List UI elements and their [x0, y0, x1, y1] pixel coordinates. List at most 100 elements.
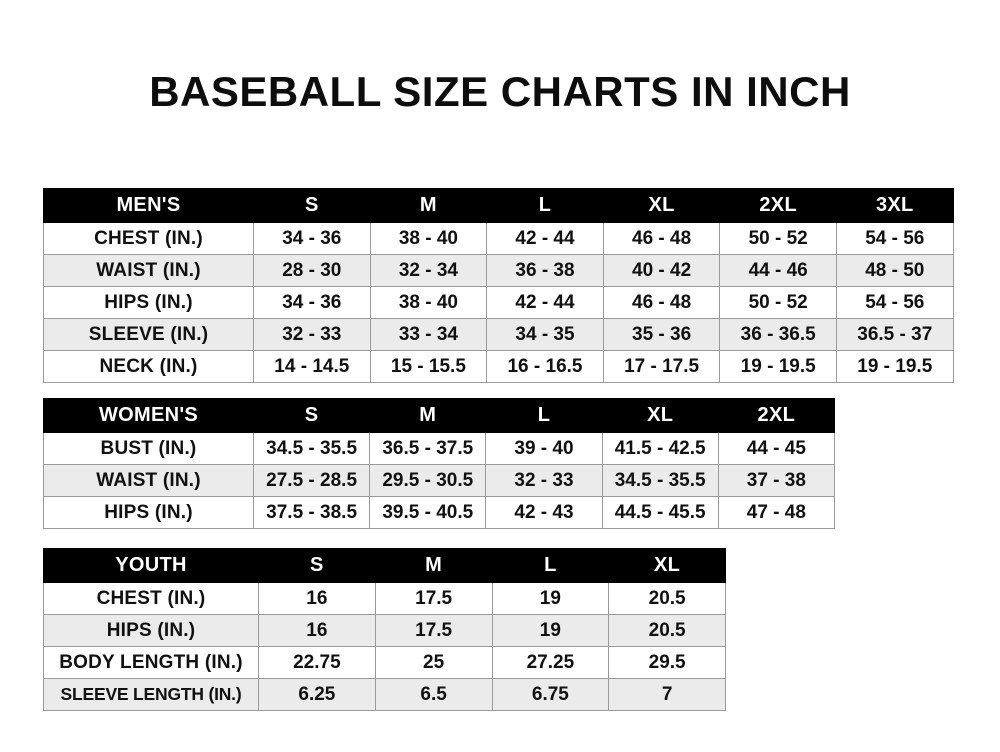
womens-header-xl: XL — [601, 398, 719, 433]
cell-value: 19 — [491, 614, 610, 647]
mens-size-table: MEN'S S M L XL 2XL 3XL CHEST (IN.) 34 - … — [43, 188, 954, 383]
cell-value: 34 - 36 — [253, 222, 371, 255]
row-label: HIPS (IN.) — [43, 496, 254, 529]
cell-value: 6.75 — [491, 678, 610, 711]
womens-header-m: M — [369, 398, 487, 433]
cell-value: 44 - 46 — [719, 254, 837, 287]
womens-header-s: S — [252, 398, 371, 433]
cell-value: 54 - 56 — [835, 286, 954, 319]
table-row: NECK (IN.) 14 - 14.5 15 - 15.5 16 - 16.5… — [43, 350, 954, 383]
cell-value: 17.5 — [374, 582, 493, 615]
cell-value: 44.5 - 45.5 — [601, 496, 719, 529]
cell-value: 19 - 19.5 — [719, 350, 837, 383]
mens-table-body: CHEST (IN.) 34 - 36 38 - 40 42 - 44 46 -… — [43, 222, 954, 383]
mens-header-m: M — [369, 188, 488, 223]
cell-value: 36.5 - 37 — [835, 318, 954, 351]
cell-value: 29.5 - 30.5 — [369, 464, 487, 497]
womens-size-table: WOMEN'S S M L XL 2XL BUST (IN.) 34.5 - 3… — [43, 398, 835, 529]
table-row: CHEST (IN.) 16 17.5 19 20.5 — [43, 582, 726, 615]
cell-value: 50 - 52 — [719, 222, 837, 255]
cell-value: 39 - 40 — [485, 432, 603, 465]
row-label: CHEST (IN.) — [43, 582, 259, 615]
cell-value: 27.5 - 28.5 — [252, 464, 371, 497]
cell-value: 32 - 34 — [369, 254, 488, 287]
cell-value: 25 — [374, 646, 493, 679]
youth-table-body: CHEST (IN.) 16 17.5 19 20.5 HIPS (IN.) 1… — [43, 582, 726, 711]
cell-value: 41.5 - 42.5 — [601, 432, 719, 465]
cell-value: 38 - 40 — [369, 222, 488, 255]
cell-value: 32 - 33 — [253, 318, 371, 351]
cell-value: 42 - 44 — [486, 222, 604, 255]
cell-value: 50 - 52 — [719, 286, 837, 319]
cell-value: 14 - 14.5 — [253, 350, 371, 383]
cell-value: 38 - 40 — [369, 286, 488, 319]
cell-value: 28 - 30 — [253, 254, 371, 287]
youth-header-m: M — [374, 548, 493, 583]
cell-value: 6.5 — [374, 678, 493, 711]
cell-value: 19 — [491, 582, 610, 615]
cell-value: 29.5 — [608, 646, 726, 679]
youth-header-l: L — [491, 548, 610, 583]
mens-header-3xl: 3XL — [835, 188, 954, 223]
cell-value: 6.25 — [258, 678, 376, 711]
womens-header-category: WOMEN'S — [43, 398, 254, 433]
cell-value: 42 - 43 — [485, 496, 603, 529]
table-row: WAIST (IN.) 27.5 - 28.5 29.5 - 30.5 32 -… — [43, 464, 835, 497]
row-label: WAIST (IN.) — [43, 464, 254, 497]
youth-header-row: YOUTH S M L XL — [43, 548, 726, 583]
cell-value: 42 - 44 — [486, 286, 604, 319]
cell-value: 34.5 - 35.5 — [252, 432, 371, 465]
table-row: WAIST (IN.) 28 - 30 32 - 34 36 - 38 40 -… — [43, 254, 954, 287]
row-label: BODY LENGTH (IN.) — [43, 646, 259, 679]
mens-header-s: S — [253, 188, 371, 223]
youth-table-head: YOUTH S M L XL — [43, 548, 726, 583]
cell-value: 7 — [608, 678, 726, 711]
row-label: WAIST (IN.) — [43, 254, 254, 287]
cell-value: 34.5 - 35.5 — [601, 464, 719, 497]
row-label: CHEST (IN.) — [43, 222, 254, 255]
cell-value: 33 - 34 — [369, 318, 488, 351]
youth-header-category: YOUTH — [43, 548, 259, 583]
cell-value: 17.5 — [374, 614, 493, 647]
cell-value: 46 - 48 — [602, 286, 721, 319]
cell-value: 40 - 42 — [602, 254, 721, 287]
cell-value: 16 - 16.5 — [486, 350, 604, 383]
cell-value: 16 — [258, 614, 376, 647]
row-label: SLEEVE (IN.) — [43, 318, 254, 351]
cell-value: 37.5 - 38.5 — [252, 496, 371, 529]
cell-value: 46 - 48 — [602, 222, 721, 255]
table-row: HIPS (IN.) 16 17.5 19 20.5 — [43, 614, 726, 647]
cell-value: 36.5 - 37.5 — [369, 432, 487, 465]
page-title: BASEBALL SIZE CHARTS IN INCH — [149, 68, 851, 115]
cell-value: 20.5 — [608, 582, 726, 615]
mens-header-row: MEN'S S M L XL 2XL 3XL — [43, 188, 954, 223]
womens-header-row: WOMEN'S S M L XL 2XL — [43, 398, 835, 433]
mens-header-category: MEN'S — [43, 188, 254, 223]
youth-header-xl: XL — [608, 548, 726, 583]
cell-value: 19 - 19.5 — [835, 350, 954, 383]
table-row: HIPS (IN.) 37.5 - 38.5 39.5 - 40.5 42 - … — [43, 496, 835, 529]
womens-table-body: BUST (IN.) 34.5 - 35.5 36.5 - 37.5 39 - … — [43, 432, 835, 529]
row-label: NECK (IN.) — [43, 350, 254, 383]
mens-header-xl: XL — [602, 188, 721, 223]
cell-value: 37 - 38 — [717, 464, 835, 497]
womens-header-l: L — [485, 398, 603, 433]
mens-header-2xl: 2XL — [719, 188, 837, 223]
cell-value: 15 - 15.5 — [369, 350, 488, 383]
table-row: SLEEVE (IN.) 32 - 33 33 - 34 34 - 35 35 … — [43, 318, 954, 351]
table-row: CHEST (IN.) 34 - 36 38 - 40 42 - 44 46 -… — [43, 222, 954, 255]
cell-value: 36 - 36.5 — [719, 318, 837, 351]
cell-value: 39.5 - 40.5 — [369, 496, 487, 529]
row-label: BUST (IN.) — [43, 432, 254, 465]
table-row: SLEEVE LENGTH (IN.) 6.25 6.5 6.75 7 — [43, 678, 726, 711]
cell-value: 17 - 17.5 — [602, 350, 721, 383]
cell-value: 32 - 33 — [485, 464, 603, 497]
cell-value: 22.75 — [258, 646, 376, 679]
mens-header-l: L — [486, 188, 604, 223]
youth-header-s: S — [258, 548, 376, 583]
cell-value: 34 - 36 — [253, 286, 371, 319]
row-label: HIPS (IN.) — [43, 614, 259, 647]
womens-table-head: WOMEN'S S M L XL 2XL — [43, 398, 835, 433]
cell-value: 54 - 56 — [835, 222, 954, 255]
